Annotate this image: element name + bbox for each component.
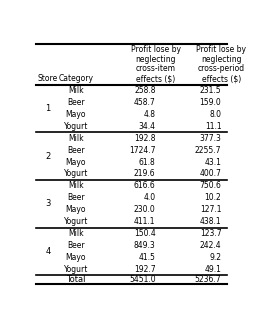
Text: 5236.7: 5236.7 [195,275,221,284]
Text: 438.1: 438.1 [200,217,221,226]
Text: 43.1: 43.1 [205,157,221,166]
Text: Milk: Milk [68,86,84,95]
Text: 3: 3 [45,199,51,208]
Text: 1724.7: 1724.7 [129,146,155,155]
Text: 2: 2 [45,152,51,161]
Text: Store: Store [38,74,58,83]
Text: 258.8: 258.8 [134,86,155,95]
Text: 750.6: 750.6 [199,181,221,190]
Text: Beer: Beer [67,146,85,155]
Text: 5451.0: 5451.0 [129,275,155,284]
Text: 127.1: 127.1 [200,205,221,214]
Text: Mayo: Mayo [66,157,86,166]
Text: neglecting: neglecting [201,55,242,64]
Text: 34.4: 34.4 [139,122,155,131]
Text: Milk: Milk [68,229,84,238]
Text: Profit lose by: Profit lose by [131,45,181,54]
Text: cross-period: cross-period [198,64,245,73]
Text: 150.4: 150.4 [134,229,155,238]
Text: 192.7: 192.7 [134,265,155,274]
Text: Milk: Milk [68,181,84,190]
Text: 411.1: 411.1 [134,217,155,226]
Text: 400.7: 400.7 [199,169,221,178]
Text: Yogurt: Yogurt [64,122,88,131]
Text: Mayo: Mayo [66,110,86,119]
Text: Mayo: Mayo [66,253,86,262]
Text: 41.5: 41.5 [139,253,155,262]
Text: 9.2: 9.2 [209,253,221,262]
Text: 8.0: 8.0 [209,110,221,119]
Text: cross-item: cross-item [136,64,176,73]
Text: Yogurt: Yogurt [64,169,88,178]
Text: Beer: Beer [67,194,85,202]
Text: Milk: Milk [68,134,84,143]
Text: effects ($): effects ($) [136,74,175,83]
Text: 11.1: 11.1 [205,122,221,131]
Text: Yogurt: Yogurt [64,265,88,274]
Text: Total: Total [66,275,86,284]
Text: 377.3: 377.3 [199,134,221,143]
Text: effects ($): effects ($) [202,74,241,83]
Text: Beer: Beer [67,241,85,250]
Text: 49.1: 49.1 [205,265,221,274]
Text: 242.4: 242.4 [200,241,221,250]
Text: 616.6: 616.6 [134,181,155,190]
Text: 10.2: 10.2 [205,194,221,202]
Text: neglecting: neglecting [135,55,176,64]
Text: 231.5: 231.5 [200,86,221,95]
Text: 849.3: 849.3 [134,241,155,250]
Text: 4.0: 4.0 [143,194,155,202]
Text: Category: Category [58,74,94,83]
Text: 1: 1 [45,104,51,113]
Text: 2255.7: 2255.7 [195,146,221,155]
Text: 4: 4 [45,247,51,256]
Text: 123.7: 123.7 [200,229,221,238]
Text: Beer: Beer [67,98,85,107]
Text: Profit lose by: Profit lose by [196,45,246,54]
Text: 4.8: 4.8 [144,110,155,119]
Text: 61.8: 61.8 [139,157,155,166]
Text: 458.7: 458.7 [134,98,155,107]
Text: 219.6: 219.6 [134,169,155,178]
Text: Yogurt: Yogurt [64,217,88,226]
Text: 159.0: 159.0 [200,98,221,107]
Text: Mayo: Mayo [66,205,86,214]
Text: 192.8: 192.8 [134,134,155,143]
Text: 230.0: 230.0 [134,205,155,214]
